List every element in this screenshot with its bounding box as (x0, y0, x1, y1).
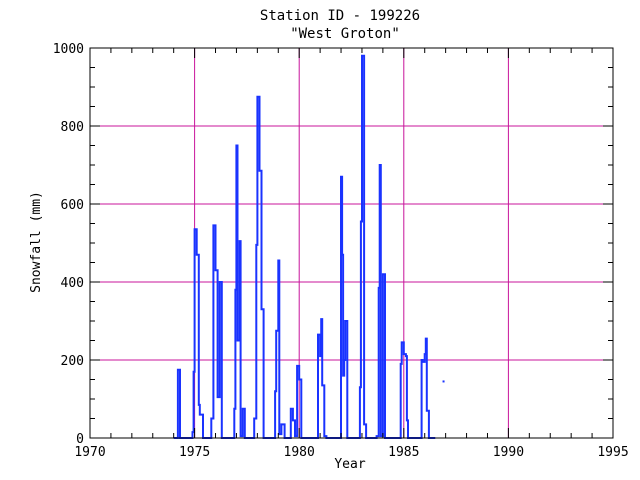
tick-marks (89, 47, 614, 439)
data-point (242, 408, 244, 410)
data-point (212, 224, 215, 227)
data-point (424, 353, 426, 355)
data-point (256, 96, 258, 98)
data-point (379, 164, 381, 166)
chart-title: Station ID - 199226 (260, 8, 420, 24)
data-point (192, 371, 195, 373)
data-point (341, 254, 343, 256)
data-point (360, 220, 362, 223)
data-point (401, 341, 403, 344)
data-point (194, 228, 196, 230)
data-point (258, 170, 261, 172)
data-point (380, 435, 382, 437)
data-point (406, 419, 408, 422)
data-point (317, 334, 319, 336)
data-point (320, 318, 322, 320)
data-point (274, 390, 276, 392)
data-point (238, 240, 241, 242)
x-tick-label: 1980 (284, 445, 315, 460)
y-tick-label: 800 (61, 120, 84, 135)
data-point (210, 417, 212, 420)
x-tick-label: 1995 (597, 445, 628, 460)
data-point (234, 289, 236, 291)
data-point (426, 410, 428, 412)
data-point (277, 259, 279, 262)
data-point (344, 320, 346, 322)
data-point (199, 414, 201, 416)
data-point (294, 435, 296, 437)
data-point (255, 244, 257, 246)
data-point (342, 375, 344, 377)
y-tick-label: 600 (61, 198, 84, 213)
data-point (343, 359, 345, 361)
data-point (378, 287, 380, 289)
data-point (260, 308, 263, 310)
data-point (219, 281, 221, 283)
x-tick-label: 1990 (493, 445, 524, 460)
x-tick-label: 1985 (388, 445, 419, 460)
data-point (290, 408, 292, 410)
data-point (198, 404, 200, 406)
data-point (420, 359, 423, 361)
data-point (382, 273, 384, 275)
data-point (296, 365, 298, 367)
data-point (422, 361, 424, 363)
data-point (298, 378, 300, 381)
y-tick-label: 1000 (53, 42, 84, 57)
data-point (280, 423, 283, 425)
data-point (214, 269, 217, 271)
data-point (177, 369, 179, 371)
data-point (233, 408, 235, 410)
data-point (321, 384, 323, 386)
isolated-data-point (442, 380, 445, 383)
data-point (400, 363, 402, 365)
data-point (292, 419, 294, 422)
data-point (363, 423, 365, 425)
data-point (361, 55, 363, 57)
plot-frame (89, 47, 614, 439)
y-tick-label: 0 (76, 432, 84, 447)
x-tick-label: 1970 (74, 445, 105, 460)
data-point (376, 435, 378, 437)
y-tick-label: 400 (61, 276, 84, 291)
y-tick-label: 200 (61, 354, 84, 369)
data-point (278, 433, 280, 435)
snowfall-series-line (173, 54, 436, 439)
data-point (323, 435, 325, 437)
data-point (236, 339, 239, 342)
data-point (405, 355, 407, 357)
data-point (240, 435, 242, 437)
grid-lines (90, 48, 613, 438)
data-point (253, 417, 255, 420)
x-tick-label: 1975 (179, 445, 210, 460)
tick-labels: 1970 1975 1980 1985 1990 1995 0 200 400 600 800 100… (53, 42, 629, 460)
x-axis-label: Year (334, 457, 365, 472)
data-point (275, 330, 277, 332)
data-point (191, 431, 194, 433)
data-point (340, 176, 342, 178)
data-point (319, 355, 321, 357)
data-point (425, 337, 427, 340)
data-point (359, 386, 361, 388)
data-point (196, 254, 198, 256)
chart-subtitle: "West Groton" (290, 26, 400, 42)
data-point (217, 396, 219, 398)
data-point (403, 353, 405, 355)
y-axis-label: Snowfall (mm) (29, 191, 44, 293)
data-point (235, 144, 238, 147)
